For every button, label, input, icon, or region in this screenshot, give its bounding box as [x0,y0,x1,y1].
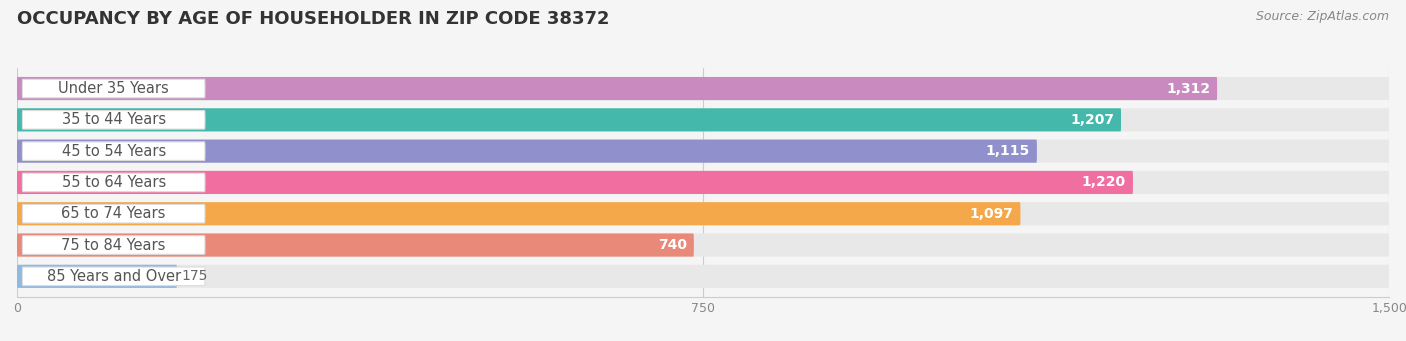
Text: 65 to 74 Years: 65 to 74 Years [62,206,166,221]
FancyBboxPatch shape [17,108,1389,131]
Text: OCCUPANCY BY AGE OF HOUSEHOLDER IN ZIP CODE 38372: OCCUPANCY BY AGE OF HOUSEHOLDER IN ZIP C… [17,10,609,28]
Text: 35 to 44 Years: 35 to 44 Years [62,112,166,127]
FancyBboxPatch shape [17,234,693,257]
FancyBboxPatch shape [22,173,205,192]
FancyBboxPatch shape [17,265,1389,288]
FancyBboxPatch shape [17,171,1133,194]
FancyBboxPatch shape [17,265,177,288]
FancyBboxPatch shape [22,267,205,286]
Text: 85 Years and Over: 85 Years and Over [46,269,181,284]
Text: 1,207: 1,207 [1070,113,1114,127]
Text: 1,220: 1,220 [1083,175,1126,190]
Text: 1,097: 1,097 [970,207,1014,221]
Text: 1,115: 1,115 [986,144,1031,158]
FancyBboxPatch shape [17,77,1389,100]
Text: 175: 175 [181,269,208,283]
Text: 75 to 84 Years: 75 to 84 Years [62,238,166,253]
FancyBboxPatch shape [17,108,1121,131]
Text: Source: ZipAtlas.com: Source: ZipAtlas.com [1256,10,1389,23]
Text: 45 to 54 Years: 45 to 54 Years [62,144,166,159]
FancyBboxPatch shape [22,142,205,160]
FancyBboxPatch shape [22,205,205,223]
FancyBboxPatch shape [17,202,1389,225]
FancyBboxPatch shape [17,139,1389,163]
FancyBboxPatch shape [22,110,205,129]
FancyBboxPatch shape [17,171,1389,194]
Text: 1,312: 1,312 [1166,81,1211,95]
Text: 740: 740 [658,238,688,252]
FancyBboxPatch shape [17,77,1218,100]
Text: 55 to 64 Years: 55 to 64 Years [62,175,166,190]
FancyBboxPatch shape [17,202,1021,225]
FancyBboxPatch shape [22,236,205,254]
FancyBboxPatch shape [22,79,205,98]
FancyBboxPatch shape [17,234,1389,257]
FancyBboxPatch shape [17,139,1036,163]
Text: Under 35 Years: Under 35 Years [58,81,169,96]
